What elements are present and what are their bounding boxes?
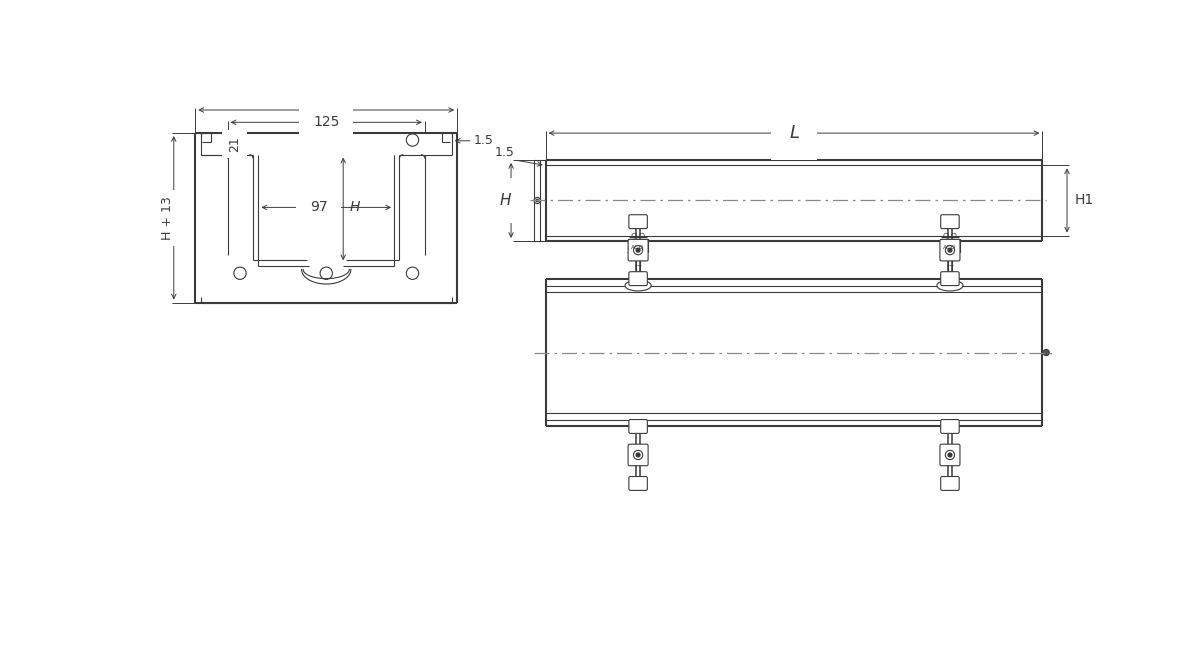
Text: 1.5: 1.5 [474, 134, 494, 147]
FancyBboxPatch shape [628, 240, 648, 261]
Text: 21: 21 [228, 136, 241, 152]
Text: 125: 125 [313, 115, 340, 129]
FancyBboxPatch shape [628, 444, 648, 466]
Ellipse shape [937, 280, 964, 291]
Text: ACO: ACO [631, 245, 644, 249]
Circle shape [636, 248, 640, 252]
Circle shape [948, 453, 952, 457]
FancyBboxPatch shape [941, 272, 959, 286]
Text: H1: H1 [1075, 193, 1094, 207]
FancyBboxPatch shape [629, 272, 647, 286]
Text: L: L [790, 124, 799, 142]
Circle shape [1043, 350, 1049, 356]
FancyBboxPatch shape [940, 239, 960, 253]
FancyBboxPatch shape [629, 214, 647, 228]
Circle shape [536, 199, 539, 202]
FancyBboxPatch shape [941, 477, 959, 490]
Text: H + 13: H + 13 [161, 196, 174, 240]
Text: 97: 97 [310, 201, 328, 214]
Text: 153: 153 [313, 103, 340, 117]
FancyBboxPatch shape [940, 240, 960, 261]
Text: 1.5: 1.5 [496, 145, 515, 158]
FancyBboxPatch shape [940, 444, 960, 466]
Text: H: H [499, 193, 511, 208]
FancyBboxPatch shape [941, 214, 959, 228]
FancyBboxPatch shape [629, 477, 647, 490]
Ellipse shape [625, 280, 652, 291]
Text: H: H [349, 201, 360, 214]
Circle shape [636, 453, 640, 457]
Circle shape [948, 248, 952, 252]
FancyBboxPatch shape [628, 239, 648, 253]
FancyBboxPatch shape [941, 420, 959, 434]
Text: ACO: ACO [943, 245, 956, 249]
FancyBboxPatch shape [629, 420, 647, 434]
